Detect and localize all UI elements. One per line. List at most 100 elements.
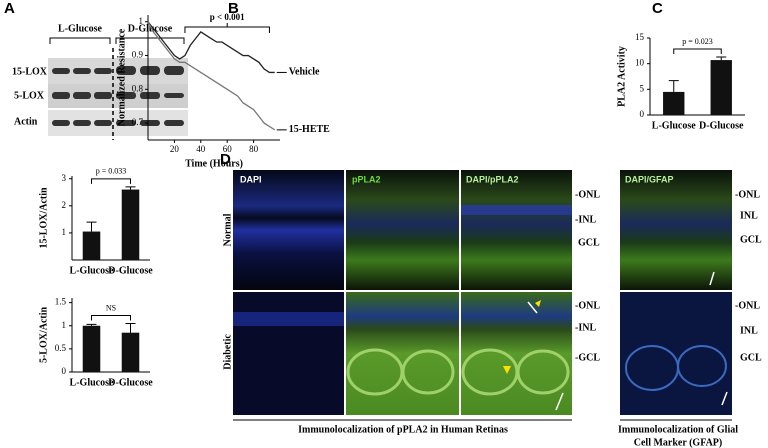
y-tick-label: 3 — [62, 173, 67, 183]
y-tick-label: 0.9 — [132, 50, 144, 60]
x-tick-label: L-Glucose — [652, 120, 696, 131]
y-tick-label: 1.5 — [55, 297, 67, 307]
error-bar — [125, 186, 136, 190]
row-label: 15-LOX — [12, 66, 48, 77]
row-label: Normal — [222, 213, 233, 246]
y-tick-label: 15 — [635, 32, 645, 42]
x-tick-label: L-Glucose — [70, 265, 114, 276]
bracket — [673, 48, 722, 54]
y-tick-label: 0 — [640, 109, 645, 119]
micrograph — [346, 170, 459, 290]
error-bar — [86, 323, 97, 326]
micrograph — [233, 170, 344, 290]
x-tick-label: 60 — [223, 144, 233, 154]
group-bracket — [49, 37, 185, 44]
column-header: DAPI/pPLA2 — [466, 174, 519, 184]
series-line — [147, 21, 275, 74]
arrowhead — [535, 300, 541, 307]
error-bar — [86, 221, 97, 232]
layer-label: -INL — [575, 214, 596, 225]
layer-label: INL — [740, 210, 758, 221]
x-tick-label: D-Glucose — [108, 265, 153, 276]
y-tick-label: 0.5 — [55, 343, 67, 353]
layer-label: GCL — [740, 234, 762, 245]
bar — [82, 231, 101, 260]
micrograph — [620, 292, 732, 415]
layer-label: -GCL — [575, 352, 600, 363]
x-tick-label: 40 — [196, 144, 206, 154]
annotation: NS — [106, 303, 116, 312]
x-tick-label: 80 — [249, 144, 259, 154]
bar — [663, 91, 685, 115]
arrow — [527, 271, 728, 411]
y-axis-label: 5-LOX/Actin — [38, 307, 49, 364]
bar — [710, 60, 732, 115]
annotation: p = 0.033 — [96, 167, 127, 176]
micrograph-layer — [233, 312, 344, 326]
error-bar — [125, 322, 136, 333]
error-bar — [716, 56, 727, 61]
layer-label: -ONL — [735, 189, 760, 200]
layer-label: -INL — [575, 322, 596, 333]
y-tick-label: 10 — [635, 58, 645, 68]
error-bar — [668, 80, 679, 92]
series-label: Vehicle — [289, 67, 320, 78]
x-tick-label: D-Glucose — [108, 377, 153, 388]
column-header: pPLA2 — [352, 174, 381, 184]
y-tick-label: 2 — [62, 200, 67, 210]
layer-label: -ONL — [575, 300, 600, 311]
y-axis-label: Normalized Resistance — [116, 28, 127, 126]
vessels — [346, 348, 570, 396]
y-tick-label: 5 — [640, 83, 645, 93]
blot: L-Glucose D-Glucose 15-LOX 5-LOX Actin — [12, 23, 188, 140]
arrowhead — [503, 366, 511, 374]
layer-labels: -ONL -INL GCL -ONL -INL -GCL -ONL INL GC… — [575, 189, 762, 363]
series-label: 15-HETE — [289, 124, 330, 135]
y-axis-label: PLA2 Activity — [616, 46, 627, 107]
caption: Immunolocalization of Glial — [618, 424, 738, 435]
y-tick-label: 0 — [62, 366, 67, 376]
x-tick-label: L-Glucose — [70, 377, 114, 388]
y-axis-label: 15-LOX/Actin — [38, 187, 49, 249]
group-label: D-Glucose — [128, 23, 173, 34]
panel-label: D — [220, 151, 231, 168]
row-label: 5-LOX — [14, 90, 45, 101]
y-tick-label: 0.8 — [132, 83, 144, 93]
caption: Immunolocalization of pPLA2 in Human Ret… — [298, 424, 508, 435]
micrograph-layer — [461, 205, 572, 215]
column-header: DAPI/GFAP — [625, 174, 674, 184]
layer-label: INL — [740, 325, 758, 336]
bar — [121, 332, 140, 372]
annotation: p < 0.001 — [210, 12, 245, 22]
layer-label: -ONL — [735, 300, 760, 311]
y-tick-label: 1 — [139, 16, 144, 26]
row-label: Actin — [14, 116, 38, 127]
layer-label: GCL — [740, 352, 762, 363]
y-tick-label: 1 — [62, 320, 67, 330]
x-tick-label: D-Glucose — [699, 120, 744, 131]
column-header: DAPI — [240, 174, 262, 184]
x-tick-label: 20 — [170, 144, 180, 154]
panel-label: B — [228, 0, 239, 17]
micrograph — [233, 292, 344, 415]
bar — [82, 325, 101, 372]
bracket — [184, 23, 270, 33]
y-tick-label: 0.7 — [132, 117, 144, 127]
micrograph — [620, 170, 732, 290]
layer-label: -ONL — [575, 189, 600, 200]
row-label: Diabetic — [222, 334, 233, 370]
bracket — [91, 314, 131, 321]
series-line — [147, 21, 276, 131]
layer-label: GCL — [578, 237, 600, 248]
group-label: L-Glucose — [58, 23, 102, 34]
y-tick-label: 1 — [62, 227, 67, 237]
vessels — [625, 345, 727, 391]
annotation: p = 0.023 — [682, 37, 713, 46]
bands — [52, 66, 184, 126]
panel-label: A — [4, 0, 15, 17]
bracket — [91, 178, 131, 184]
bar — [121, 189, 140, 260]
caption: Cell Marker (GFAP) — [634, 437, 723, 448]
x-axis-label: Time (Hours) — [185, 158, 243, 169]
